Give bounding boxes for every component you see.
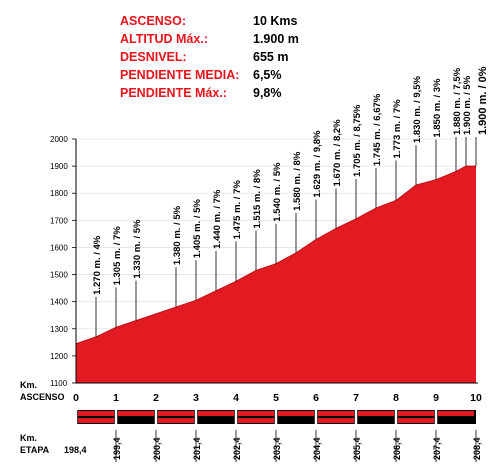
summary-label: PENDIENTE Máx.: xyxy=(120,86,227,100)
etapa-tick-label: 204,4 xyxy=(312,437,322,460)
y-tick-label: 1400 xyxy=(50,298,68,307)
etapa-tick-label: 201,4 xyxy=(192,437,202,460)
y-tick-label: 1500 xyxy=(50,271,68,280)
km-tick-label: 10 xyxy=(470,392,482,404)
band-segment-bottom xyxy=(398,418,434,423)
elevation-annotation: 1.405 m. / 5% xyxy=(192,199,203,259)
band-segment-top xyxy=(318,411,354,416)
y-tick-label: 1900 xyxy=(50,162,68,171)
y-tick-label: 1200 xyxy=(50,352,68,361)
elevation-annotation: 1.475 m. / 7% xyxy=(232,180,243,240)
band-segment-bottom xyxy=(158,418,194,423)
band-segment-bottom xyxy=(198,418,234,423)
summary-value: 6,5% xyxy=(253,68,282,82)
band-segment-bottom xyxy=(358,418,394,423)
y-tick-label: 1700 xyxy=(50,216,68,225)
km-tick-label: 2 xyxy=(153,392,159,404)
elevation-annotation: 1.773 m. / 7% xyxy=(392,99,403,159)
km-tick-label: 6 xyxy=(313,392,319,404)
km-tick-label: 8 xyxy=(393,392,399,404)
etapa-tick-label: 199,4 xyxy=(112,437,122,460)
km-etapa-ticks: 198,4 199,4 200,4 201,4 202,4 203,4 204,4 205,4… xyxy=(64,430,482,462)
climb-summary: ASCENSO: 10 Kms ALTITUD Máx.: 1.900 m DESNIV… xyxy=(120,14,299,100)
km-tick-label: 1 xyxy=(113,392,119,404)
distance-band xyxy=(74,408,476,426)
elevation-annotation: 1.900 m. / 5% xyxy=(462,75,473,135)
summary-value: 655 m xyxy=(253,50,288,64)
band-segment-top xyxy=(78,411,114,416)
band-segment-bottom xyxy=(78,418,114,423)
etapa-axis-title-line1: Km. xyxy=(20,433,37,443)
summary-label: PENDIENTE MEDIA: xyxy=(120,68,239,82)
band-segment-bottom xyxy=(438,418,474,423)
elevation-annotation: 1.670 m. / 8,2% xyxy=(332,119,343,187)
km-tick-label: 7 xyxy=(353,392,359,404)
elevation-annotation: 1.540 m. / 5% xyxy=(272,162,283,222)
summary-value: 9,8% xyxy=(253,86,282,100)
elevation-annotation: 1.745 m. / 6,67% xyxy=(372,93,383,166)
elevation-annotation: 1.850 m. / 3% xyxy=(432,78,443,138)
elevation-annotation: 1.515 m. / 8% xyxy=(252,169,263,229)
etapa-tick-label: 202,4 xyxy=(232,437,242,460)
elevation-markers xyxy=(95,137,477,337)
y-tick-label: 1800 xyxy=(50,189,68,198)
km-tick-label: 4 xyxy=(233,392,239,404)
summary-value: 10 Kms xyxy=(253,14,298,28)
y-tick-label: 2000 xyxy=(50,135,68,144)
band-segment-bottom xyxy=(238,418,274,423)
elevation-annotation: 1.705 m. / 8,75% xyxy=(352,104,363,177)
band-segment-bottom xyxy=(318,418,354,423)
elevation-annotation: 1.330 m. / 5% xyxy=(132,219,143,279)
elevation-annotation: 1.305 m. / 7% xyxy=(112,226,123,286)
band-segment-top xyxy=(158,411,194,416)
elevation-annotation: 1.270 m. / 4% xyxy=(92,235,103,295)
etapa-tick-label: 207,4 xyxy=(432,437,442,460)
etapa-tick-label: 206,4 xyxy=(392,437,402,460)
etapa-tick-label: 205,4 xyxy=(352,437,362,460)
elevation-annotation: 1.580 m. / 8% xyxy=(292,151,303,211)
elevation-annotations: 1.270 m. / 4% 1.305 m. / 7% 1.330 m. / 5% 1… xyxy=(92,66,489,295)
km-tick-label: 3 xyxy=(193,392,199,404)
km-axis-title-line1: Km. xyxy=(20,380,37,390)
etapa-axis-title-line2: ETAPA xyxy=(20,445,50,455)
etapa-tick-label: 208,4 xyxy=(472,437,482,460)
band-segment-top xyxy=(358,411,394,416)
elevation-profile-area xyxy=(76,166,476,383)
summary-label: ASCENSO: xyxy=(120,14,186,28)
etapa-tick-label: 198,4 xyxy=(64,445,87,455)
summary-label: DESNIVEL: xyxy=(120,50,187,64)
summary-label: ALTITUD Máx.: xyxy=(120,32,208,46)
band-segment-top xyxy=(438,411,474,416)
elevation-annotation: 1.380 m. / 5% xyxy=(172,205,183,265)
y-tick-label: 1300 xyxy=(50,325,68,334)
elevation-profile-outline xyxy=(75,165,476,345)
band-segment-top xyxy=(118,411,154,416)
summary-value: 1.900 m xyxy=(253,32,299,46)
band-segment-top xyxy=(278,411,314,416)
band-segment-top xyxy=(198,411,234,416)
km-ascenso-ticks: 0 1 2 3 4 5 6 7 8 9 10 xyxy=(73,392,482,404)
band-segment-top xyxy=(238,411,274,416)
etapa-tick-label: 200,4 xyxy=(152,437,162,460)
km-tick-label: 0 xyxy=(73,392,79,404)
km-axis-title-line2: ASCENSO xyxy=(20,392,65,402)
y-tick-label: 1100 xyxy=(50,379,68,388)
y-axis-ticks: 1100 1200 1300 1400 1500 1600 1700 1800 1900 2000 xyxy=(50,135,76,388)
band-segment-top xyxy=(398,411,434,416)
band-segment-bottom xyxy=(118,418,154,423)
elevation-annotation: 1.880 m. / 7,5% xyxy=(452,67,463,135)
km-tick-label: 9 xyxy=(433,392,439,404)
km-tick-label: 5 xyxy=(273,392,279,404)
elevation-annotation: 1.900 m. / 0% xyxy=(477,66,489,135)
band-segment-bottom xyxy=(278,418,314,423)
elevation-annotation: 1.629 m. / 9,8% xyxy=(312,130,323,198)
elevation-annotation: 1.830 m. / 9,5% xyxy=(412,75,423,143)
etapa-tick-label: 203,4 xyxy=(272,437,282,460)
y-tick-label: 1600 xyxy=(50,243,68,252)
elevation-annotation: 1.440 m. / 7% xyxy=(212,189,223,249)
